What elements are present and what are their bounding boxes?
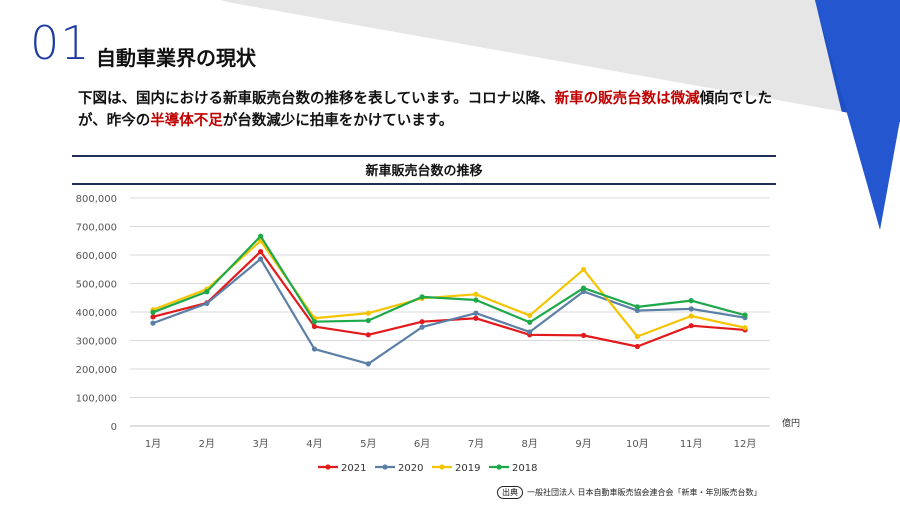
data-point-2020 xyxy=(688,306,694,312)
data-point-2018 xyxy=(419,294,425,300)
y-tick-label: 600,000 xyxy=(76,251,117,262)
y-tick-label: 500,000 xyxy=(76,280,117,291)
grey-diagonal-band xyxy=(220,0,900,122)
legend-label-2018: 2018 xyxy=(512,463,537,474)
data-point-2018 xyxy=(258,233,264,239)
slide-number: 01 xyxy=(30,16,91,70)
y-tick-label: 0 xyxy=(111,422,117,433)
x-tick-label: 5月 xyxy=(360,438,376,450)
x-tick-label: 4月 xyxy=(306,438,322,450)
x-tick-label: 7月 xyxy=(468,438,484,450)
source-text: 一般社団法人 日本自動車販売協会連合会「新車・年別販売台数」 xyxy=(527,488,762,497)
data-point-2018 xyxy=(150,309,156,315)
data-point-2020 xyxy=(634,307,640,314)
data-point-2020 xyxy=(311,346,318,352)
data-point-2018 xyxy=(473,297,479,303)
data-point-2020 xyxy=(204,300,210,307)
data-point-2021 xyxy=(365,332,371,338)
data-point-2019 xyxy=(742,325,748,331)
y-tick-label: 800,000 xyxy=(76,194,117,205)
source-tag: 出典 xyxy=(497,486,523,499)
data-point-2019 xyxy=(473,291,479,297)
x-tick-label: 8月 xyxy=(522,438,538,450)
data-point-2018 xyxy=(527,319,533,325)
series-line-2018 xyxy=(152,235,746,324)
data-point-2019 xyxy=(527,312,533,319)
x-tick-label: 2月 xyxy=(199,438,215,450)
y-tick-label: 400,000 xyxy=(76,308,117,319)
series-line-2020 xyxy=(152,257,746,365)
data-point-2021 xyxy=(258,248,264,255)
lead-text-1: 下図は、国内における新車販売台数の推移を表しています。コロナ以降、 xyxy=(78,91,555,107)
y-tick-label: 100,000 xyxy=(76,394,117,405)
x-tick-label: 11月 xyxy=(680,438,703,450)
y-tick-label: 700,000 xyxy=(76,223,117,234)
data-point-2020 xyxy=(527,329,533,335)
data-point-2018 xyxy=(580,285,587,291)
data-point-2021 xyxy=(311,323,318,330)
lead-paragraph: 下図は、国内における新車販売台数の推移を表しています。コロナ以降、新車の販売台数… xyxy=(78,88,778,132)
data-point-2018 xyxy=(204,289,210,295)
legend-label-2019: 2019 xyxy=(455,463,480,474)
data-point-2018 xyxy=(365,317,371,324)
data-point-2019 xyxy=(688,313,694,319)
white-diagonal-cut xyxy=(232,3,900,505)
y-tick-label: 300,000 xyxy=(76,337,117,348)
x-tick-label: 6月 xyxy=(414,438,430,450)
series-line-2019 xyxy=(152,239,746,338)
slide-title: 自動車業界の現状 xyxy=(96,46,256,70)
source-note: 出典 一般社団法人 日本自動車販売協会連合会「新車・年別販売台数」 xyxy=(497,486,762,499)
x-tick-label: 3月 xyxy=(252,438,268,450)
legend-label-2020: 2020 xyxy=(398,463,423,474)
x-tick-label: 10月 xyxy=(626,438,649,450)
data-point-2020 xyxy=(419,324,425,330)
x-tick-label: 12月 xyxy=(734,438,757,450)
chart-title: 新車販売台数の推移 xyxy=(365,164,483,179)
data-point-2019 xyxy=(634,333,640,340)
legend-marker-2020 xyxy=(382,464,388,470)
x-tick-label: 9月 xyxy=(575,438,591,450)
data-point-2019 xyxy=(365,310,371,316)
legend-marker-2021 xyxy=(325,464,331,470)
data-point-2020 xyxy=(473,310,479,316)
blue-corner-tip xyxy=(815,0,900,230)
unit-label: 億円 xyxy=(782,417,800,429)
data-point-2018 xyxy=(742,312,748,318)
data-point-2021 xyxy=(580,332,587,338)
lead-highlight-1: 新車の販売台数は微減 xyxy=(554,91,700,107)
data-point-2018 xyxy=(311,319,318,325)
x-tick-label: 1月 xyxy=(145,438,161,450)
data-point-2020 xyxy=(150,320,156,326)
lead-text-3: が台数減少に拍車をかけています。 xyxy=(222,113,454,129)
data-point-2018 xyxy=(634,304,640,310)
data-point-2021 xyxy=(634,343,640,350)
data-point-2021 xyxy=(150,314,156,320)
data-point-2020 xyxy=(365,361,371,367)
data-point-2020 xyxy=(258,256,264,262)
lead-text-2: 傾向でしたが、昨今の xyxy=(78,91,773,129)
data-point-2019 xyxy=(580,266,587,273)
legend-marker-2019 xyxy=(439,464,445,470)
data-point-2018 xyxy=(688,298,694,304)
lead-highlight-2: 半導体不足 xyxy=(150,113,223,129)
data-point-2021 xyxy=(688,323,694,329)
legend-marker-2018 xyxy=(496,464,502,470)
y-tick-label: 200,000 xyxy=(76,365,117,376)
chart-title-rule xyxy=(72,183,776,185)
legend-label-2021: 2021 xyxy=(341,463,366,474)
data-point-2021 xyxy=(473,315,479,321)
chart-top-rule xyxy=(72,155,776,157)
data-point-2021 xyxy=(419,319,425,325)
